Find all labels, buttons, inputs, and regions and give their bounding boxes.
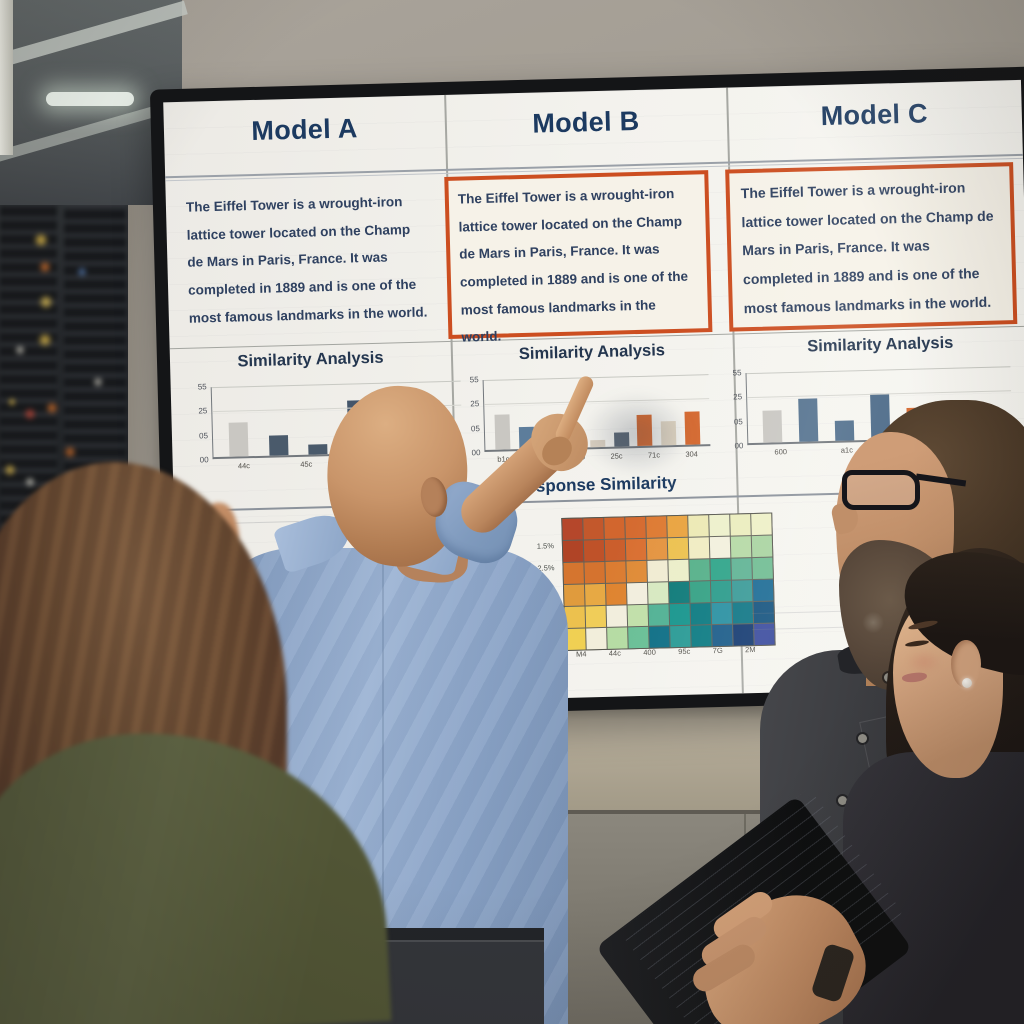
- heatmap-cell: [668, 581, 690, 604]
- heatmap-x-tick-label: 7G: [712, 645, 723, 656]
- heatmap-cell: [627, 604, 649, 627]
- heatmap-cell: [751, 535, 773, 558]
- y-axis-tick-label: 00: [471, 448, 481, 458]
- heatmap-cell: [647, 560, 668, 582]
- fluorescent-light: [46, 92, 134, 106]
- heatmap-cell: [731, 580, 753, 602]
- right-woman-cheek: [906, 650, 942, 674]
- heatmap-y-tick-label: 1.5%: [536, 541, 555, 551]
- heatmap-cell: [628, 626, 649, 649]
- heatmap-cell: [585, 605, 607, 628]
- heatmap-cell: [754, 623, 775, 646]
- heatmap-cell: [691, 625, 712, 647]
- heatmap-cell: [583, 517, 604, 540]
- heatmap-x-tick-label: 2M: [745, 645, 756, 655]
- shirt-button: [838, 796, 847, 805]
- y-axis-tick-label: 25: [470, 399, 480, 409]
- heatmap-cell: [626, 582, 648, 605]
- heatmap-cell: [667, 515, 688, 538]
- heatmap-cell: [688, 537, 710, 559]
- heatmap-x-tick-label: 44c: [608, 648, 622, 658]
- heatmap-cell: [709, 514, 730, 537]
- heatmap-cell: [690, 603, 712, 625]
- heatmap-cell: [605, 561, 626, 583]
- heatmap-cell: [562, 518, 583, 541]
- model-c-response-text-highlighted: The Eiffel Tower is a wrought-iron latti…: [725, 162, 1018, 332]
- heatmap-cell: [668, 559, 689, 582]
- heatmap-cell: [563, 584, 585, 607]
- heatmap-cell: [752, 579, 774, 602]
- heatmap-cell: [607, 627, 628, 649]
- x-axis-tick-label: a1c: [840, 445, 854, 455]
- x-axis-tick-label: 304: [685, 449, 699, 459]
- bar: [834, 420, 854, 441]
- heatmap-cell: [733, 624, 754, 646]
- model-c-header: Model C: [820, 98, 929, 132]
- heatmap-x-tick-label: 400: [643, 647, 656, 657]
- heatmap-cell: [584, 583, 606, 606]
- heatmap-cell: [565, 628, 586, 650]
- model-b-header: Model B: [531, 105, 640, 139]
- bar: [797, 398, 818, 442]
- heatmap-cell: [732, 602, 754, 624]
- heatmap-cell: [752, 557, 773, 580]
- right-woman-blazer: [843, 752, 1024, 1024]
- y-axis-tick-label: 00: [734, 441, 744, 451]
- heatmap-cell: [586, 627, 607, 650]
- response-similarity-heatmap: [561, 512, 776, 652]
- heatmap-cell: [712, 624, 733, 647]
- heatmap-cell: [667, 537, 689, 560]
- heatmap-cell: [625, 538, 647, 561]
- bar: [494, 414, 511, 450]
- hand-shadow-on-screen: [583, 392, 691, 476]
- ceiling-pipe: [0, 0, 13, 155]
- x-axis-tick-label: 600: [774, 447, 788, 457]
- heatmap-cell: [709, 536, 731, 559]
- heatmap-cell: [606, 605, 628, 627]
- heatmap-cell: [710, 580, 732, 603]
- heatmap-cell: [730, 536, 752, 558]
- heatmap-cell: [646, 516, 667, 538]
- right-man-glasses: [842, 470, 920, 510]
- heatmap-cell: [646, 538, 668, 560]
- heatmap-cell: [731, 558, 752, 580]
- heatmap-x-tick-label: 95c: [678, 646, 691, 657]
- y-axis-tick-label: 55: [469, 375, 479, 385]
- y-axis-tick-label: 05: [470, 423, 480, 434]
- bar: [761, 410, 782, 443]
- heatmap-cell: [649, 626, 670, 648]
- heatmap-cell: [711, 602, 733, 625]
- heatmap-cell: [604, 539, 626, 561]
- left-woman: [0, 0, 420, 1024]
- heatmap-cell: [670, 625, 691, 648]
- heatmap-x-tick-label: M4: [575, 649, 587, 659]
- chart-title-model-c: Similarity Analysis: [807, 333, 954, 356]
- heatmap-cell: [563, 562, 584, 585]
- heatmap-cell: [689, 559, 710, 581]
- y-axis-tick-label: 55: [732, 368, 742, 378]
- heatmap-cell: [562, 540, 584, 563]
- heatmap-cell: [605, 583, 627, 605]
- heatmap-cell: [648, 604, 670, 626]
- shirt-button: [858, 734, 867, 743]
- heatmap-cell: [647, 582, 669, 604]
- heatmap-cell: [730, 514, 751, 536]
- heatmap-cell: [584, 561, 605, 584]
- heatmap-cell: [751, 513, 772, 536]
- y-axis-tick-label: 25: [733, 392, 743, 402]
- heatmap-cell: [626, 560, 647, 583]
- heatmap-cell: [583, 539, 605, 562]
- model-b-response-text-highlighted: The Eiffel Tower is a wrought-iron latti…: [444, 170, 713, 345]
- heatmap-cell: [710, 558, 731, 581]
- y-axis-tick-label: 05: [733, 416, 743, 427]
- heatmap-cell: [604, 517, 625, 539]
- heatmap-cell: [669, 603, 691, 626]
- left-woman-green-sweater: [0, 721, 392, 1024]
- heatmap-cell: [689, 581, 711, 603]
- heatmap-cell: [625, 516, 646, 539]
- y-axis: 55 25 05 00: [719, 368, 743, 451]
- heatmap-cell: [688, 515, 709, 537]
- pearl-earring: [962, 678, 972, 688]
